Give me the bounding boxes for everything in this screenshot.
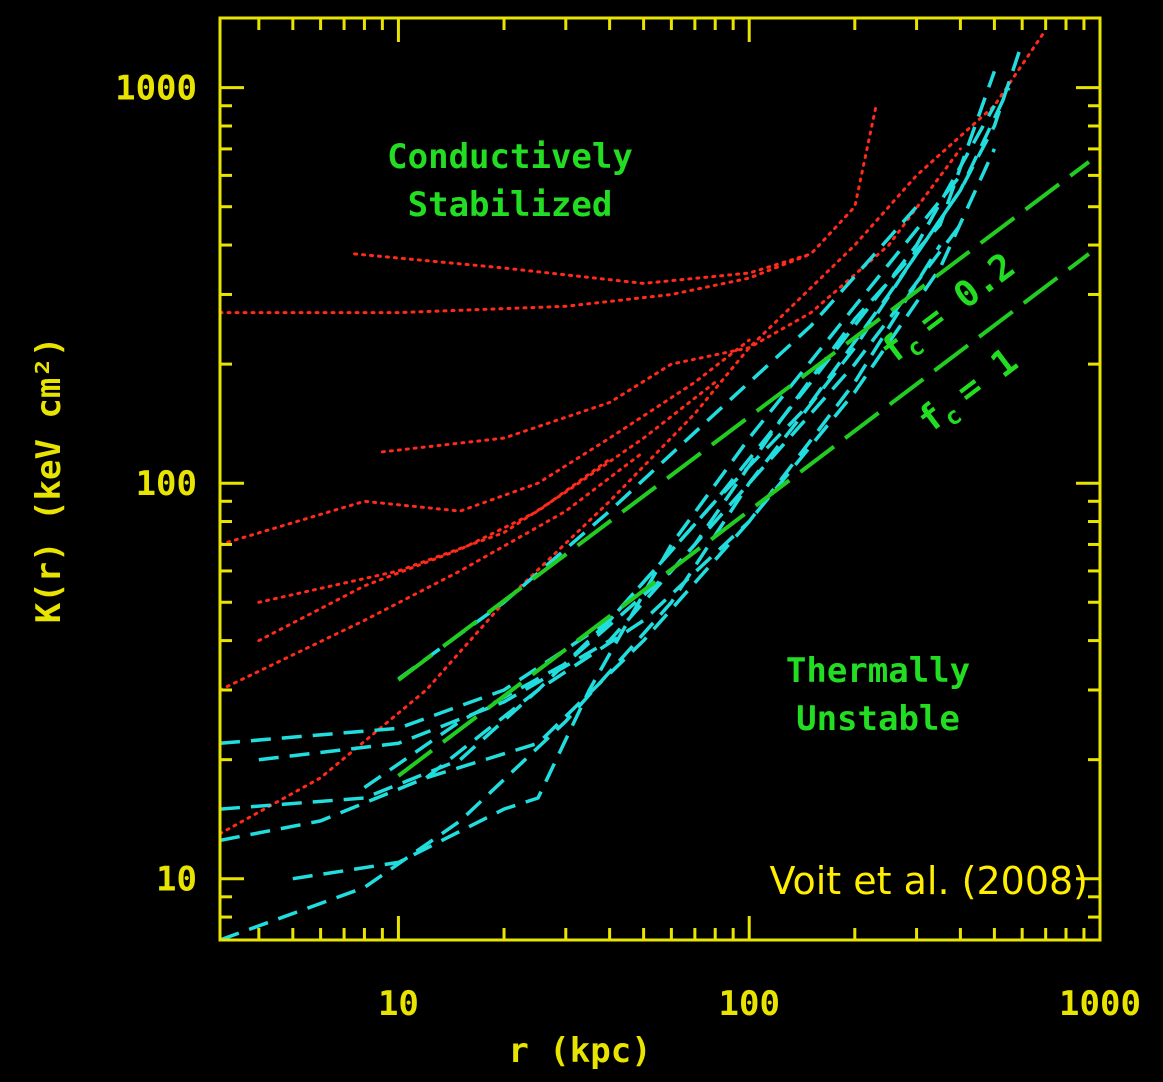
x-tick-label: 10	[378, 984, 419, 1024]
plot-frame	[218, 16, 1102, 942]
y-tick-label: 10	[156, 860, 197, 900]
profile-line	[380, 147, 962, 454]
region-label: Thermally	[786, 651, 970, 691]
profile-line	[292, 174, 962, 881]
profile-line	[220, 450, 646, 692]
y-axis-label: K(r) (keV cm²)	[29, 337, 69, 624]
profile-line	[220, 28, 1048, 836]
profile-line	[220, 148, 996, 843]
profile-line	[397, 205, 918, 681]
region-label: Conductively	[387, 137, 633, 177]
profile-line	[257, 457, 612, 643]
x-tick-label: 100	[719, 984, 780, 1024]
plot-area	[220, 28, 1091, 940]
profile-line	[397, 252, 1091, 778]
y-tick-label: 100	[136, 464, 197, 504]
profile-line	[220, 252, 813, 315]
region-label: Stabilized	[408, 185, 613, 225]
profile-line	[220, 86, 1011, 746]
profile-line	[397, 160, 1091, 682]
x-tick-label: 1000	[1059, 984, 1141, 1024]
overlay: 10 100 1000 10 100 1000 r (kpc) K(r) (keV cm²) C…	[29, 16, 1141, 1071]
profile-line	[220, 338, 751, 546]
region-label: Unstable	[796, 699, 960, 739]
profile-line	[257, 380, 717, 604]
credit: Voit et al. (2008)	[769, 859, 1088, 903]
x-axis-label: r (kpc)	[508, 1031, 651, 1071]
y-tick-label: 1000	[115, 69, 197, 109]
